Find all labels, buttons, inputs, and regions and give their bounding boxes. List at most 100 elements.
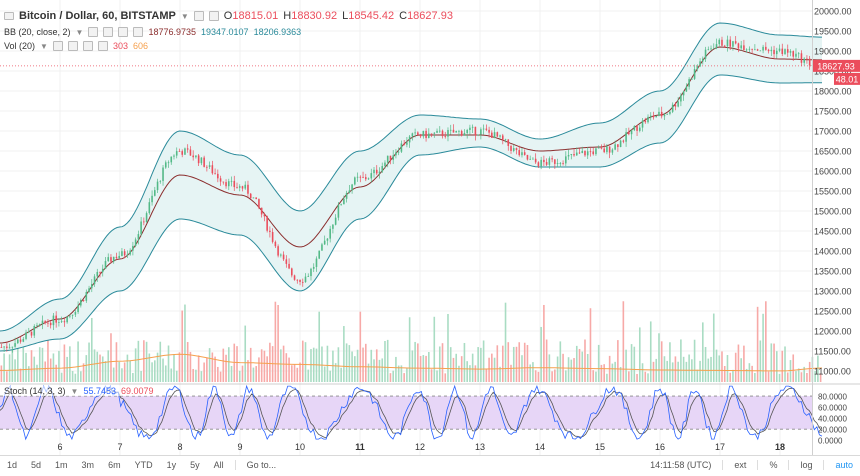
- volume-bar: [225, 354, 227, 382]
- percent-toggle[interactable]: %: [769, 460, 778, 470]
- range-button-all[interactable]: All: [213, 460, 224, 470]
- candle-body: [271, 232, 274, 242]
- volume-bar: [129, 360, 131, 382]
- candle-body: [666, 113, 668, 115]
- volume-bar: [452, 357, 455, 382]
- chevron-down-icon[interactable]: ▼: [180, 11, 189, 21]
- candle-body: [397, 151, 400, 153]
- range-button-5y[interactable]: 5y: [190, 460, 200, 470]
- range-button-1m[interactable]: 1m: [55, 460, 68, 470]
- volume-bar: [227, 347, 230, 382]
- candle-body: [6, 346, 8, 348]
- range-button-1y[interactable]: 1y: [166, 460, 177, 470]
- collapse-legend-icon[interactable]: [4, 12, 14, 20]
- candle-body: [288, 263, 290, 269]
- range-button-5d[interactable]: 5d: [31, 460, 42, 470]
- settings-icon[interactable]: [67, 41, 78, 51]
- candle-body: [222, 181, 225, 183]
- volume-bar: [217, 366, 219, 382]
- auto-toggle[interactable]: auto: [835, 460, 853, 470]
- volume-bar: [652, 361, 655, 382]
- candle-body: [252, 197, 255, 199]
- volume-bar: [291, 365, 293, 382]
- volume-bar: [277, 304, 279, 382]
- candle-body: [175, 151, 178, 156]
- volume-bar: [521, 355, 523, 382]
- ext-toggle[interactable]: ext: [734, 460, 747, 470]
- candle-body: [688, 79, 690, 87]
- candle-body: [118, 255, 120, 258]
- eye-icon[interactable]: [88, 27, 99, 37]
- candle-body: [244, 184, 247, 189]
- candle-body: [658, 111, 660, 116]
- stoch-band: [0, 396, 812, 430]
- volume-bar: [85, 355, 88, 382]
- candle-body: [107, 257, 110, 262]
- volume-bar: [756, 306, 759, 382]
- volume-bar: [540, 326, 542, 382]
- candle-body: [800, 53, 803, 63]
- volume-bar: [575, 345, 578, 382]
- time-display[interactable]: 14:11:58 (UTC): [650, 460, 712, 470]
- candle-body: [775, 50, 778, 55]
- more-icon[interactable]: [97, 41, 108, 51]
- volume-bar: [156, 352, 159, 382]
- range-button-3m[interactable]: 3m: [81, 460, 95, 470]
- volume-bar: [688, 354, 690, 382]
- candle-body: [274, 241, 277, 247]
- chevron-down-icon[interactable]: ▼: [75, 27, 84, 37]
- date-tick-label: 7: [117, 442, 122, 452]
- volume-bar: [74, 373, 77, 382]
- volume-bar: [6, 371, 8, 382]
- close-icon[interactable]: [118, 27, 129, 37]
- volume-bar: [414, 341, 416, 382]
- range-button-1d[interactable]: 1d: [7, 460, 18, 470]
- volume-bar: [666, 360, 668, 382]
- volume-bar: [77, 341, 79, 382]
- candle-body: [269, 230, 271, 233]
- hide-icon[interactable]: [208, 11, 219, 21]
- candle-body: [337, 205, 340, 218]
- candle-body: [345, 192, 348, 199]
- stochastic-pane: 0.0000 20.0000 40.0000 60.0000 80.0000: [0, 384, 847, 446]
- volume-bar: [600, 364, 603, 382]
- more-icon[interactable]: [133, 27, 144, 37]
- stoch-d-value: 69.0079: [121, 386, 154, 396]
- candle-body: [466, 129, 468, 134]
- chevron-down-icon[interactable]: ▼: [70, 386, 79, 396]
- volume-bar: [515, 346, 518, 382]
- log-toggle[interactable]: log: [800, 460, 813, 470]
- volume-bar: [677, 361, 679, 382]
- vol-label[interactable]: Vol (20): [4, 41, 36, 51]
- volume-bar: [765, 301, 767, 382]
- range-button-ytd[interactable]: YTD: [134, 460, 153, 470]
- volume-bar: [789, 360, 792, 382]
- candle-body: [740, 45, 742, 49]
- volume-bar: [474, 365, 477, 382]
- candle-body: [545, 162, 548, 165]
- volume-bar: [375, 349, 378, 382]
- settings-icon[interactable]: [193, 11, 204, 21]
- bb-legend: BB (20, close, 2) ▼ 18776.9735 19347.010…: [4, 27, 301, 37]
- candle-body: [540, 159, 542, 167]
- candle-body: [88, 288, 90, 292]
- close-icon[interactable]: [82, 41, 93, 51]
- range-button-6m[interactable]: 6m: [108, 460, 121, 470]
- volume-bar: [148, 353, 151, 382]
- candle-body: [680, 95, 682, 102]
- candle-body: [33, 326, 36, 336]
- volume-bar: [592, 370, 595, 382]
- goto-button[interactable]: Go to...: [246, 460, 277, 470]
- stoch-label[interactable]: Stoch (14, 3, 3): [4, 386, 66, 396]
- settings-icon[interactable]: [103, 27, 114, 37]
- volume-bar: [299, 362, 301, 382]
- eye-icon[interactable]: [52, 41, 63, 51]
- volume-bar: [734, 352, 737, 382]
- chevron-down-icon[interactable]: ▼: [40, 41, 48, 51]
- bb-label[interactable]: BB (20, close, 2): [4, 27, 71, 37]
- symbol-title[interactable]: Bitcoin / Dollar, 60, BITSTAMP: [19, 10, 176, 22]
- candle-body: [625, 132, 627, 142]
- axes: 11000.00 11500.00 12000.00 12500.00 13000.00…: [0, 7, 860, 452]
